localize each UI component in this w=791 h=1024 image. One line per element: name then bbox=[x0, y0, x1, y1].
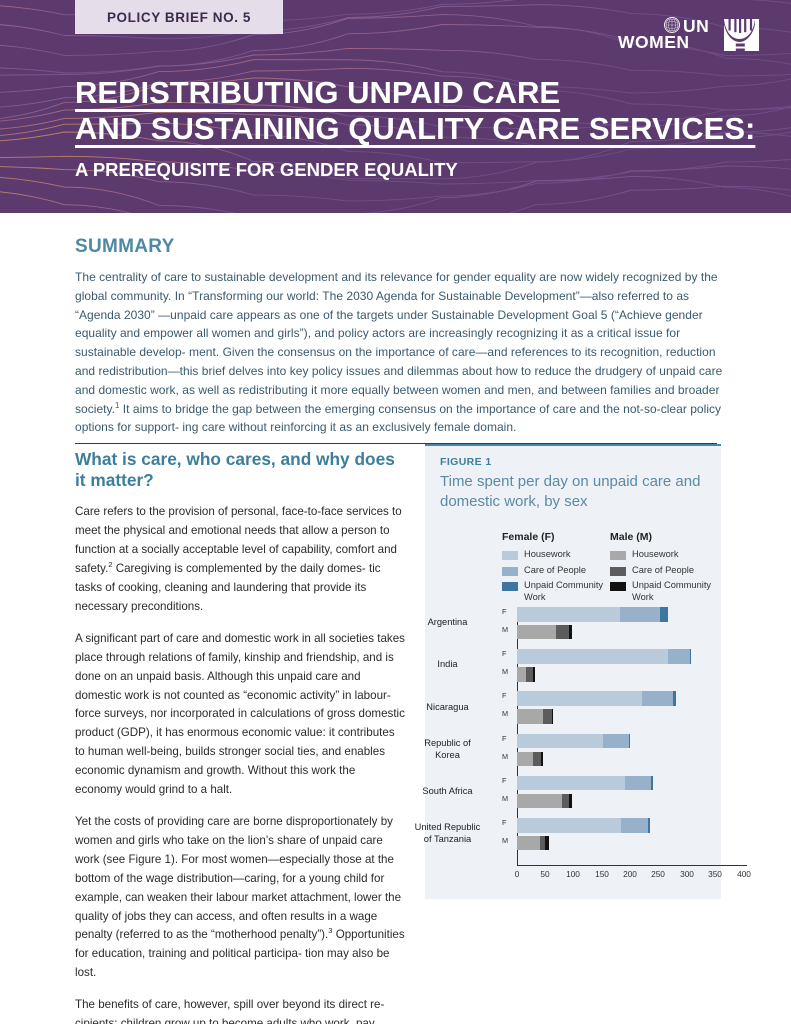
svg-text:WOMEN: WOMEN bbox=[618, 32, 690, 51]
